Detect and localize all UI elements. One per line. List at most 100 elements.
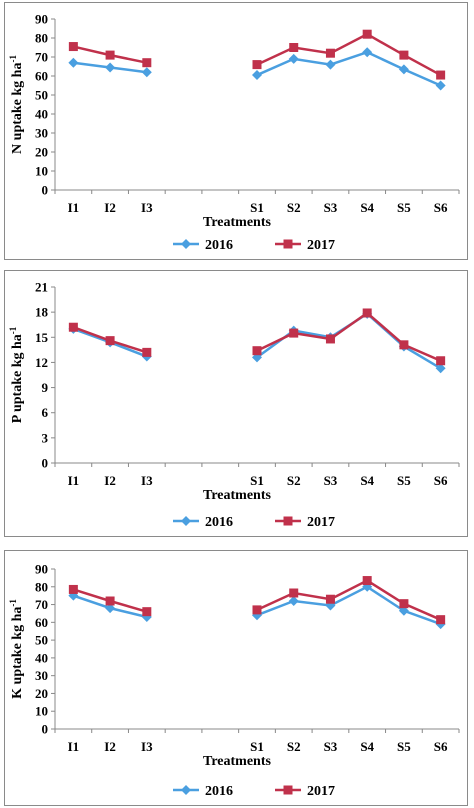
data-point-2017 [362, 308, 372, 318]
data-point-2016 [288, 596, 299, 606]
data-point-2017 [399, 599, 409, 609]
y-tick-label: 0 [42, 722, 49, 737]
data-point-2017 [252, 605, 262, 615]
y-tick-label: 80 [35, 579, 48, 594]
x-axis-title: Treatments [203, 754, 271, 769]
y-tick-label: 70 [35, 50, 48, 65]
series-line-2016 [256, 585, 442, 626]
data-point-2017 [362, 576, 372, 586]
x-axis-title: Treatments [203, 215, 271, 230]
y-tick-label: 10 [35, 164, 48, 179]
data-point-2016 [105, 62, 116, 73]
series-line-2017 [256, 32, 442, 77]
y-tick-label: 70 [35, 597, 48, 612]
data-point-2017 [105, 50, 115, 60]
y-tick-label: 12 [35, 355, 48, 370]
legend-marker-2016 [181, 516, 191, 526]
legend-label-2016: 2016 [205, 784, 233, 799]
data-point-2016 [252, 70, 262, 81]
x-tick-label: S6 [434, 200, 448, 215]
x-tick-label: S3 [324, 200, 338, 215]
legend-marker-2016 [181, 785, 191, 795]
data-point-2016 [435, 80, 446, 91]
y-axis-title-superscript: -1 [8, 599, 18, 607]
data-point-2017 [142, 607, 152, 617]
y-axis-title-superscript: -1 [8, 55, 18, 63]
data-point-2016 [435, 363, 446, 374]
k-uptake-plot: 0 10 20 30 40 50 60 70 80 90 I1 I2 I3 S1 S2 S3 S4 S5 S6 Tre… [8, 562, 460, 799]
data-point-2017 [68, 584, 78, 594]
x-tick-label: I1 [68, 200, 80, 215]
data-point-2016 [398, 605, 409, 616]
y-tick-label: 0 [42, 456, 49, 471]
data-point-2017 [289, 588, 299, 598]
y-tick-label: 15 [35, 330, 49, 345]
x-tick-label: I1 [68, 473, 80, 488]
x-tick-label: I2 [104, 473, 116, 488]
data-point-2017 [399, 340, 409, 350]
data-point-2016 [398, 64, 409, 75]
data-point-2017 [436, 615, 446, 625]
legend-marker-2017 [283, 516, 293, 526]
n-uptake-chart: 0 10 20 30 40 50 60 70 80 90 I1 I2 I3 S1 S2 S3 S4 S5 S6 Tre… [4, 2, 468, 260]
data-point-2016 [141, 67, 152, 78]
y-axis-title: P uptake kg ha-1 [8, 326, 25, 423]
data-point-2017 [289, 328, 299, 338]
legend-label-2017: 2017 [307, 515, 335, 530]
series-line-2016 [256, 312, 442, 370]
data-point-2017 [399, 50, 409, 60]
legend-marker-2016 [181, 239, 191, 249]
x-tick-label: I3 [141, 739, 153, 754]
x-tick-label: S4 [360, 200, 374, 215]
data-point-2017 [105, 336, 115, 346]
y-tick-label: 21 [35, 280, 48, 295]
x-tick-label: S5 [397, 473, 411, 488]
y-tick-label: 40 [35, 107, 48, 122]
data-point-2017 [252, 60, 262, 70]
data-point-2017 [325, 594, 335, 604]
y-tick-label: 60 [35, 69, 48, 84]
y-tick-label: 60 [35, 615, 48, 630]
y-tick-label: 80 [35, 31, 48, 46]
p-uptake-plot: 0 3 6 9 12 15 18 21 I1 I2 I3 S1 S2 S3 S4 S5 S6 Treatments… [8, 280, 460, 530]
data-point-2017 [142, 347, 152, 357]
x-tick-label: I3 [141, 200, 153, 215]
series-line-2017 [256, 579, 442, 621]
y-tick-label: 9 [42, 380, 49, 395]
k-uptake-chart: 0 10 20 30 40 50 60 70 80 90 I1 I2 I3 S1 S2 S3 S4 S5 S6 Tre… [4, 550, 468, 806]
data-point-2017 [436, 356, 446, 366]
y-tick-label: 20 [35, 145, 48, 160]
y-tick-label: 3 [42, 430, 49, 445]
y-tick-label: 50 [35, 633, 48, 648]
y-axis-title: N uptake kg ha-1 [8, 55, 25, 154]
data-point-2017 [362, 29, 372, 39]
x-tick-label: S1 [250, 473, 264, 488]
data-point-2017 [68, 42, 78, 52]
y-tick-label: 0 [42, 183, 49, 198]
n-uptake-plot: 0 10 20 30 40 50 60 70 80 90 I1 I2 I3 S1 S2 S3 S4 S5 S6 Tre… [8, 12, 460, 253]
data-point-2017 [325, 48, 335, 58]
series-line-2017 [256, 311, 442, 362]
x-tick-label: S3 [324, 473, 338, 488]
data-point-2016 [362, 47, 373, 58]
series-line-2016 [256, 50, 442, 87]
data-point-2016 [252, 352, 262, 363]
p-uptake-chart: 0 3 6 9 12 15 18 21 I1 I2 I3 S1 S2 S3 S4 S5 S6 Treatments… [4, 270, 468, 537]
x-tick-label: S6 [434, 473, 448, 488]
y-tick-label: 40 [35, 650, 48, 665]
data-point-2016 [68, 57, 79, 68]
data-point-2017 [105, 596, 115, 606]
legend-marker-2017 [283, 785, 293, 795]
legend-label-2017: 2017 [307, 238, 335, 253]
y-tick-label: 50 [35, 88, 48, 103]
y-tick-label: 90 [35, 12, 48, 27]
data-point-2017 [252, 346, 262, 356]
x-tick-label: S2 [287, 473, 301, 488]
data-point-2016 [362, 581, 373, 592]
x-tick-label: I3 [141, 473, 153, 488]
data-point-2016 [105, 603, 116, 614]
x-tick-label: S5 [397, 739, 411, 754]
x-axis-title: Treatments [203, 488, 271, 503]
data-point-2016 [325, 59, 336, 70]
y-tick-label: 30 [35, 668, 48, 683]
